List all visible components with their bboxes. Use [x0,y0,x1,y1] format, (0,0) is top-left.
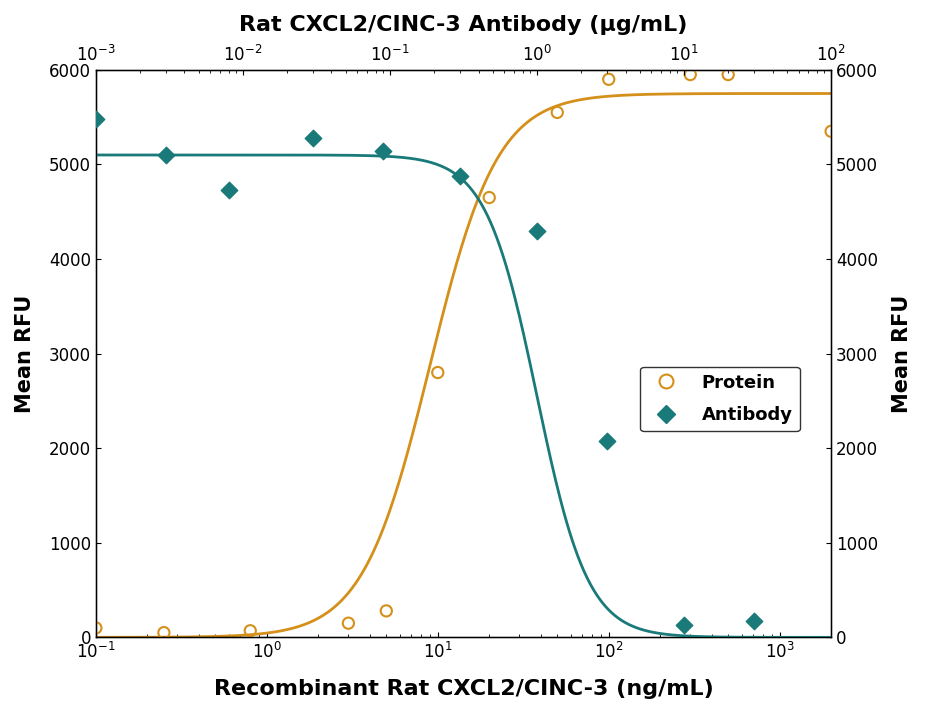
Point [677,619,692,630]
Legend: Protein, Antibody: Protein, Antibody [641,366,800,431]
Point [824,126,839,137]
Point [550,106,565,118]
Point [306,132,321,144]
Point [452,170,467,181]
X-axis label: Rat CXCL2/CINC-3 Antibody (μg/mL): Rat CXCL2/CINC-3 Antibody (μg/mL) [239,15,688,35]
Point [243,625,258,636]
Point [159,149,173,161]
Point [602,74,616,85]
Point [747,615,762,627]
Y-axis label: Mean RFU: Mean RFU [892,294,912,413]
Point [482,192,497,203]
Point [157,627,171,638]
Point [222,184,236,196]
Point [683,69,698,80]
Point [721,69,736,80]
Point [600,435,615,446]
Y-axis label: Mean RFU: Mean RFU [15,294,35,413]
Point [88,622,103,633]
Point [379,605,394,617]
Point [88,114,103,125]
Point [529,225,544,236]
X-axis label: Recombinant Rat CXCL2/CINC-3 (ng/mL): Recombinant Rat CXCL2/CINC-3 (ng/mL) [213,679,714,699]
Point [430,367,445,378]
Point [375,146,390,157]
Point [341,618,356,629]
